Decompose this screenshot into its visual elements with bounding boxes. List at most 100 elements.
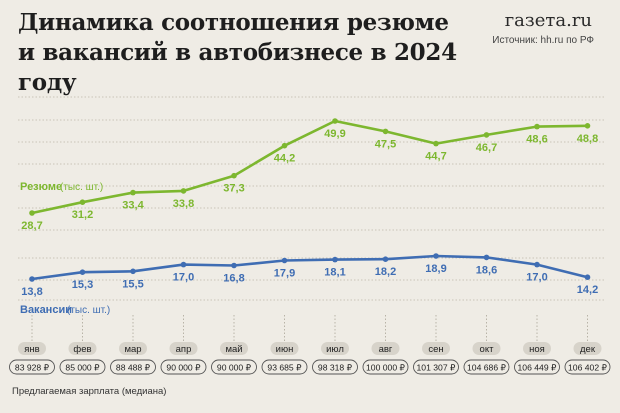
month-pill — [422, 342, 450, 355]
month-pill — [119, 342, 147, 355]
month-pill — [18, 342, 46, 355]
resume-point — [130, 189, 136, 196]
resume-data-label: 33,4 — [122, 200, 144, 212]
vacancy-point — [332, 256, 338, 263]
vacancy-point — [29, 276, 35, 282]
resume-data-label: 46,7 — [476, 142, 497, 154]
month-pill — [573, 342, 602, 355]
salary-pill — [110, 359, 156, 375]
resume-point — [584, 123, 591, 129]
resume-point — [79, 199, 86, 205]
salary-pill — [9, 359, 55, 375]
vacancy-data-label: 13,8 — [21, 286, 42, 298]
chart-title: Динамика соотношения резюме и вакансий в… — [18, 8, 498, 98]
resume-point — [382, 128, 389, 135]
vacancy-point — [584, 274, 591, 281]
source-note: Источник: hh.ru по РФ — [492, 35, 594, 46]
resume-point — [29, 210, 35, 216]
month-label: май — [225, 344, 242, 355]
month-label: окт — [480, 344, 495, 355]
vacancy-data-label: 18,1 — [324, 267, 345, 279]
salary-pill — [211, 359, 257, 375]
resume-data-label: 48,6 — [526, 134, 547, 146]
resume-legend-unit: (тыс. шт.) — [60, 182, 103, 193]
salary-label: 104 686 ₽ — [467, 363, 506, 373]
resume-point — [281, 142, 288, 149]
vacancy-data-label: 18,9 — [425, 263, 446, 275]
resume-data-label: 47,5 — [375, 138, 396, 150]
resume-data-label: 44,7 — [425, 151, 446, 163]
month-pill — [220, 342, 248, 355]
month-label: сен — [428, 344, 443, 355]
salary-pill — [362, 359, 409, 375]
salary-label: 90 000 ₽ — [166, 363, 201, 373]
month-label: мар — [124, 344, 141, 355]
resume-data-label: 44,2 — [274, 153, 295, 165]
month-label: авг — [379, 344, 393, 355]
vacancy-point — [433, 253, 439, 259]
vacancy-series-line — [31, 254, 588, 281]
month-pill — [321, 342, 349, 355]
salary-label: 106 449 ₽ — [518, 363, 557, 373]
publisher-logo: газета.ru — [504, 10, 592, 31]
salary-pill — [160, 359, 207, 375]
vacancy-data-label: 16,8 — [223, 273, 244, 285]
month-pill — [68, 342, 97, 355]
vacancy-point — [382, 256, 389, 263]
vacancy-point — [281, 257, 288, 264]
vacancy-point — [180, 261, 187, 268]
resume-point — [534, 123, 540, 130]
salary-label: 90 000 ₽ — [217, 363, 252, 373]
vacancy-data-label: 18,2 — [375, 266, 396, 278]
resume-point — [180, 188, 187, 194]
salary-pill — [564, 359, 611, 375]
resume-point — [433, 140, 439, 147]
vacancy-data-label: 17,0 — [173, 272, 194, 284]
vacancy-point — [231, 262, 237, 269]
vacancy-data-label: 18,6 — [476, 264, 497, 276]
resume-data-label: 33,8 — [173, 198, 194, 210]
salary-pill — [261, 359, 308, 375]
vacancy-data-label: 14,2 — [577, 284, 598, 296]
resume-data-label: 31,2 — [72, 209, 93, 221]
chart-title-line-1: Динамика соотношения резюме — [18, 9, 449, 36]
vacancy-point — [534, 261, 540, 268]
salary-pill — [312, 359, 358, 375]
month-label: дек — [580, 344, 596, 355]
resume-data-label: 48,8 — [577, 133, 598, 145]
vacancy-data-label: 17,9 — [274, 268, 295, 280]
vacancy-point — [130, 268, 136, 275]
month-label: ноя — [529, 344, 545, 355]
salary-label: 101 307 ₽ — [417, 363, 456, 373]
vacancy-data-label: 17,0 — [526, 272, 547, 284]
vacancy-legend-name: Вакансии — [20, 304, 72, 316]
resume-point — [332, 118, 338, 124]
salary-footnote: Предлагаемая зарплата (медиана) — [12, 386, 167, 397]
resume-data-label: 37,3 — [223, 183, 244, 195]
month-pill — [270, 342, 299, 355]
vacancy-data-label: 15,3 — [72, 279, 93, 291]
salary-label: 98 318 ₽ — [318, 363, 353, 373]
vacancy-point — [483, 254, 490, 261]
month-label: июл — [326, 344, 344, 355]
month-pill — [169, 342, 198, 355]
salary-label: 100 000 ₽ — [366, 363, 405, 373]
month-label: апр — [176, 344, 192, 355]
resume-legend-name: Резюме — [20, 181, 62, 193]
vacancy-legend-unit: (тыс. шт.) — [67, 305, 110, 316]
month-label: июн — [276, 344, 294, 355]
chart-title-line-2: и вакансий в автобизнесе в 2024 году — [18, 39, 457, 96]
salary-label: 93 685 ₽ — [267, 363, 302, 373]
salary-pill — [59, 359, 106, 375]
resume-series-line — [31, 119, 588, 215]
resume-point — [483, 132, 490, 138]
month-label: янв — [24, 344, 39, 355]
salary-label: 88 488 ₽ — [116, 363, 151, 373]
salary-pill — [514, 359, 560, 375]
salary-pill — [413, 359, 459, 375]
vacancy-point — [79, 269, 86, 276]
resume-data-label: 49,9 — [324, 128, 345, 140]
month-pill — [371, 342, 400, 355]
vacancy-data-label: 15,5 — [122, 278, 143, 290]
